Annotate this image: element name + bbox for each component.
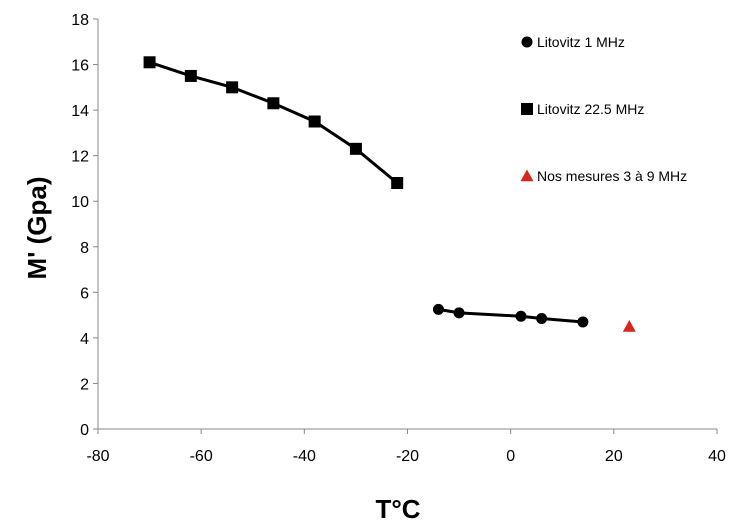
x-tick-label: -40 bbox=[293, 448, 316, 465]
x-tick-label: 20 bbox=[605, 448, 623, 465]
legend-entry: Nos mesures 3 à 9 MHz bbox=[520, 168, 687, 184]
series-0 bbox=[432, 303, 589, 328]
data-point bbox=[622, 320, 636, 332]
x-tick-label: -20 bbox=[396, 448, 419, 465]
data-point bbox=[349, 142, 362, 155]
y-tick-label: 4 bbox=[80, 331, 89, 348]
data-point bbox=[226, 81, 239, 94]
series-layer bbox=[143, 56, 636, 332]
data-point bbox=[143, 56, 156, 69]
legend-marker bbox=[521, 103, 533, 115]
x-tick-label: 40 bbox=[708, 448, 726, 465]
data-point bbox=[536, 313, 548, 325]
y-tick-label: 2 bbox=[80, 376, 89, 393]
series-2 bbox=[622, 320, 636, 332]
y-tick-label: 14 bbox=[71, 103, 89, 120]
legend-marker bbox=[521, 36, 533, 48]
data-point bbox=[577, 316, 589, 328]
data-point bbox=[267, 97, 280, 110]
y-axis-title: M' (Gpa) bbox=[22, 177, 52, 280]
x-tick-label: -60 bbox=[190, 448, 213, 465]
legend-entry: Litovitz 1 MHz bbox=[521, 34, 625, 50]
x-tick-label: -80 bbox=[86, 448, 109, 465]
series-1 bbox=[143, 56, 404, 189]
data-point bbox=[453, 307, 465, 319]
legend-label: Litovitz 1 MHz bbox=[537, 34, 625, 50]
y-tick-label: 12 bbox=[71, 149, 89, 166]
legend-marker bbox=[520, 169, 534, 182]
x-axis-title: T°C bbox=[375, 494, 420, 524]
y-tick-label: 0 bbox=[80, 422, 89, 439]
y-tick-label: 6 bbox=[80, 285, 89, 302]
legend-label: Litovitz 22.5 MHz bbox=[537, 101, 644, 117]
data-point bbox=[184, 69, 197, 82]
y-tick-label: 8 bbox=[80, 240, 89, 257]
y-tick-label: 16 bbox=[71, 58, 89, 75]
legend-entry: Litovitz 22.5 MHz bbox=[521, 101, 644, 117]
x-tick-label: 0 bbox=[506, 448, 515, 465]
axes: 0 2 4 6 8 10 12 14 16 18 -80 -60 -40 -20 0 20 40 bbox=[71, 12, 726, 465]
data-point bbox=[432, 303, 444, 315]
data-point bbox=[308, 115, 321, 128]
y-tick-label: 18 bbox=[71, 12, 89, 29]
legend: Litovitz 1 MHz Litovitz 22.5 MHz Nos mesur… bbox=[520, 34, 687, 184]
legend-label: Nos mesures 3 à 9 MHz bbox=[537, 168, 687, 184]
y-tick-label: 10 bbox=[71, 194, 89, 211]
data-point bbox=[391, 177, 404, 189]
data-point bbox=[515, 310, 527, 322]
